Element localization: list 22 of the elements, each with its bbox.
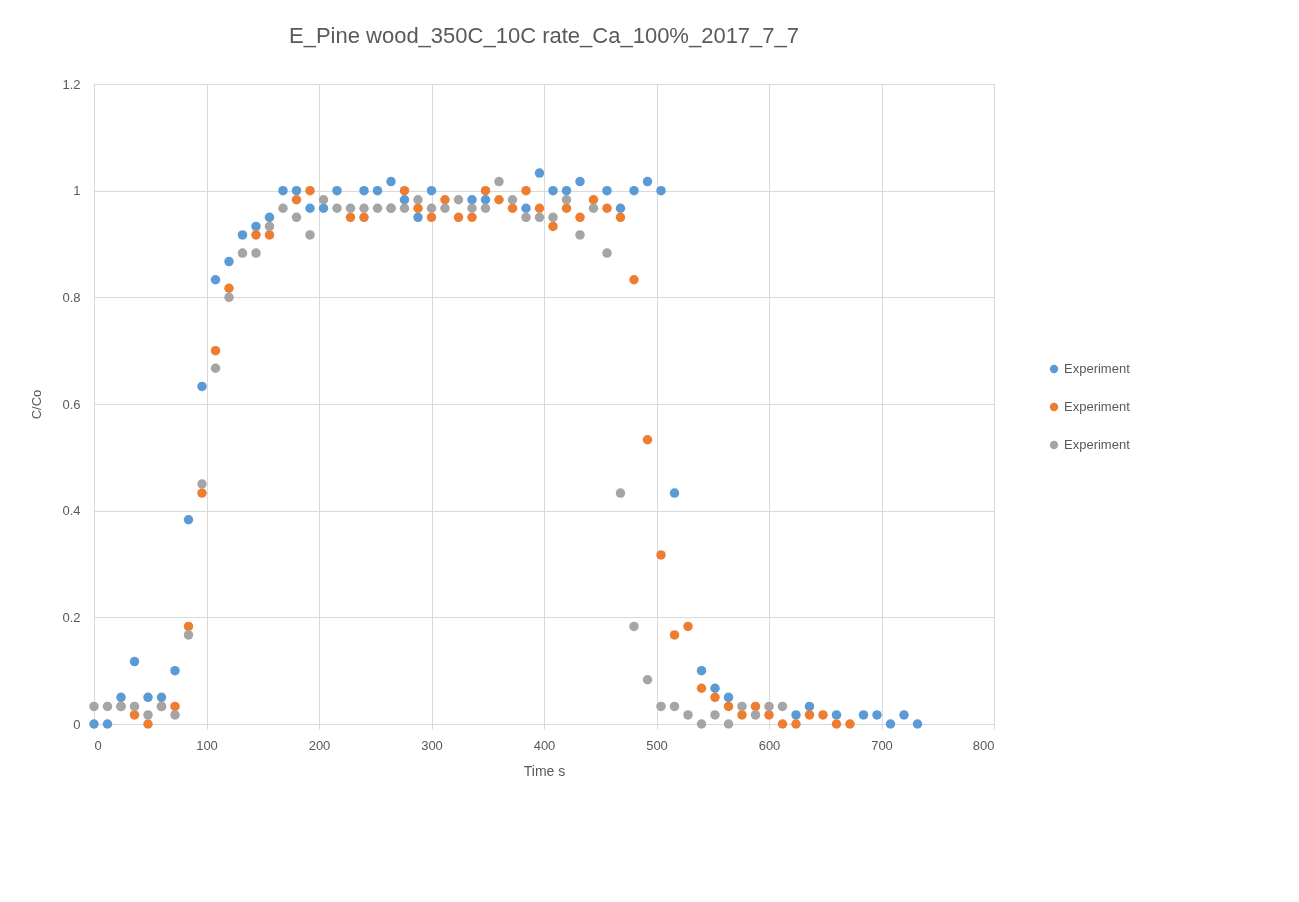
x-tick-label: 700: [871, 737, 893, 753]
y-tick-label: 0: [73, 716, 81, 732]
legend-label: Experiment: [1064, 399, 1131, 414]
legend-label: Experiment: [1064, 437, 1131, 452]
x-tick-label: 400: [533, 737, 556, 753]
y-axis-title: C/Co: [29, 389, 45, 420]
x-tick-label: 600: [758, 737, 781, 753]
x-tick-label: 0: [94, 737, 102, 753]
x-tick-label: 300: [421, 737, 443, 753]
y-tick-label: 0.6: [62, 396, 81, 412]
x-tick-label: 200: [308, 737, 331, 753]
x-tick-label: 100: [196, 737, 218, 753]
y-tick-label: 0.4: [62, 503, 81, 519]
x-tick-label: 800: [972, 737, 995, 753]
y-tick-label: 1: [73, 183, 81, 199]
y-tick-label: 0.8: [62, 289, 81, 305]
chart-title: E_Pine wood_350C_10C rate_Ca_100%_2017_7_7: [288, 23, 800, 48]
legend-label: Experiment: [1064, 361, 1131, 376]
y-tick-label: 0.2: [62, 609, 81, 625]
y-tick-label: 1.2: [62, 76, 81, 92]
x-axis-title: Time s: [523, 762, 566, 779]
x-tick-label: 500: [646, 737, 668, 753]
